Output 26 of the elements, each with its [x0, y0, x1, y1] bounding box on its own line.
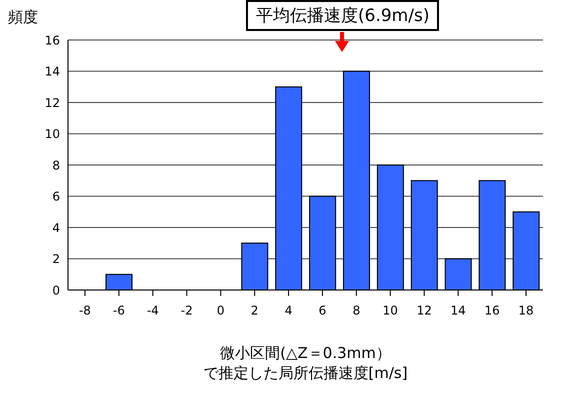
y-tick-label: 14: [44, 64, 60, 79]
x-tick-label: -4: [146, 304, 159, 318]
x-tick-label: 2: [250, 304, 258, 318]
x-tick-label: -6: [112, 304, 125, 318]
x-tick-label: 16: [484, 304, 500, 318]
x-tick-label: 8: [352, 304, 360, 318]
x-tick-label: 10: [382, 304, 398, 318]
y-tick-label: 6: [52, 190, 60, 204]
text: 平均伝播速度(6.9m/s): [246, 0, 440, 31]
x-tick-label: -2: [180, 304, 193, 318]
y-tick-label: 12: [44, 96, 60, 110]
y-tick-label: 16: [44, 33, 60, 48]
x-tick-label: 6: [318, 304, 326, 318]
y-tick-label: 4: [52, 220, 60, 235]
x-tick-label: -8: [78, 304, 91, 318]
x-tick-label: 12: [416, 304, 432, 318]
x-tick-label: 4: [284, 304, 292, 318]
x-tick-label: 18: [518, 304, 534, 318]
x-tick-label: 14: [450, 304, 466, 318]
x-axis-title: 微小区間(△Z＝0.3mm）で推定した局所伝播速度[m/s]: [202, 343, 409, 383]
x-tick-label: 0: [216, 304, 224, 318]
y-tick-label: 8: [52, 158, 60, 172]
y-tick-label: 0: [52, 283, 60, 298]
y-tick-label: 10: [44, 127, 60, 142]
y-tick-label: 2: [52, 252, 60, 266]
y-axis-title: 頻度: [8, 8, 38, 27]
